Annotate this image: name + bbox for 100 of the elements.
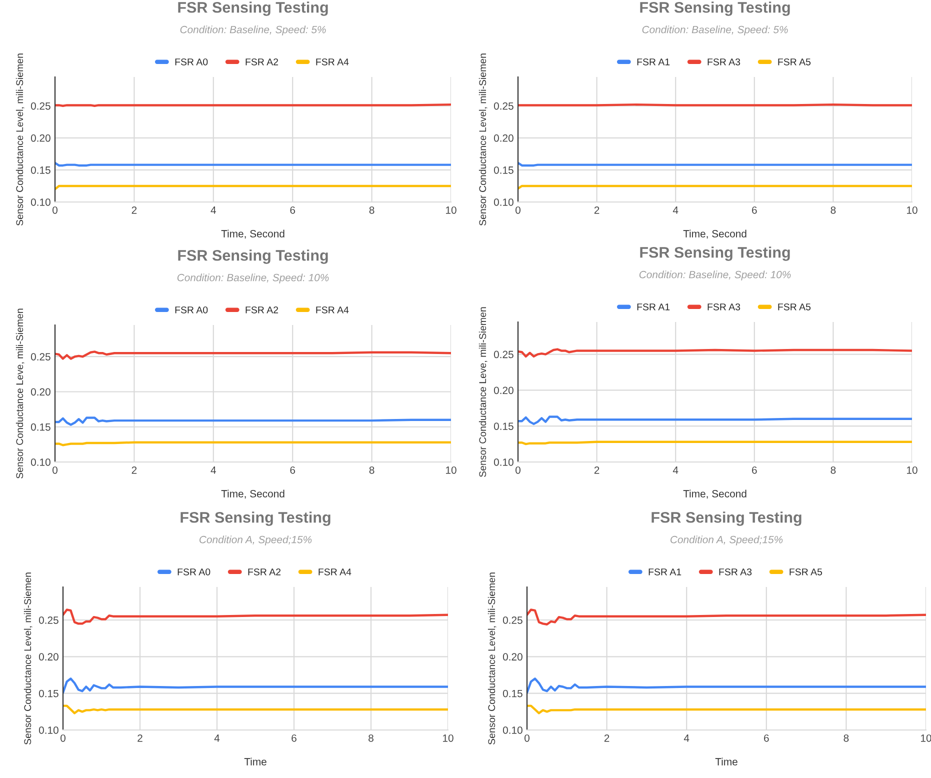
- x-tick-label: 0: [60, 734, 66, 742]
- legend-label: FSR A5: [778, 303, 811, 310]
- legend-label: FSR A0: [178, 568, 210, 576]
- line-series: [63, 608, 448, 625]
- y-axis-title: Sensor Conductance Level, mili-Siemen: [16, 54, 24, 226]
- x-tick-label: 10: [446, 206, 456, 214]
- x-tick-label: 2: [138, 734, 142, 742]
- legend-label: FSR A1: [637, 58, 670, 66]
- y-tick-label: 0.20: [494, 386, 514, 394]
- x-axis-title: Time: [244, 758, 266, 766]
- line-series: [518, 348, 912, 358]
- chart-subtitle: Condition A, Speed;15%: [670, 536, 783, 546]
- y-tick-label: 0.15: [502, 690, 522, 698]
- x-tick-label: 4: [672, 206, 678, 214]
- legend-label: FSR A5: [790, 568, 822, 576]
- x-tick-label: 0: [524, 734, 530, 742]
- x-tick-label: 2: [594, 206, 600, 214]
- chart-subtitle: Condition: Baseline, Speed: 10%: [639, 270, 791, 280]
- x-tick-label: 0: [516, 466, 520, 474]
- x-tick-label: 8: [369, 466, 374, 474]
- x-tick-label: 4: [672, 466, 678, 474]
- x-axis-title: Time, Second: [221, 230, 284, 239]
- line-series: [527, 608, 926, 626]
- y-tick-label: 0.20: [38, 653, 58, 661]
- line-series: [527, 704, 926, 714]
- y-tick-label: 0.10: [494, 198, 514, 206]
- legend-label: FSR A0: [175, 306, 208, 314]
- x-tick-label: 0: [52, 206, 58, 214]
- chart-title: FSR Sensing Testing: [178, 2, 328, 16]
- x-tick-label: 0: [52, 466, 58, 474]
- line-series: [518, 416, 912, 426]
- chart-title: FSR Sensing Testing: [178, 250, 328, 264]
- line-series: [63, 704, 448, 714]
- legend-label: FSR A3: [708, 58, 740, 66]
- y-tick-label: 0.25: [30, 102, 50, 110]
- legend-label: FSR A3: [719, 568, 752, 576]
- x-axis-title: Time: [715, 758, 738, 766]
- line-series: [527, 678, 926, 694]
- x-tick-label: 4: [210, 206, 216, 214]
- x-tick-label: 10: [446, 466, 456, 474]
- x-tick-label: 2: [594, 466, 600, 474]
- y-tick-label: 0.10: [30, 198, 50, 206]
- y-tick-label: 0.20: [30, 134, 50, 142]
- x-tick-label: 2: [132, 206, 137, 214]
- line-series: [55, 350, 451, 360]
- y-tick-label: 0.10: [494, 458, 514, 466]
- x-tick-label: 10: [921, 734, 931, 742]
- y-tick-label: 0.15: [494, 422, 514, 430]
- x-tick-label: 8: [830, 466, 836, 474]
- y-tick-label: 0.15: [30, 166, 50, 174]
- x-tick-label: 6: [764, 734, 769, 742]
- legend-label: FSR A4: [316, 58, 349, 66]
- x-tick-label: 6: [292, 734, 296, 742]
- y-tick-label: 0.15: [494, 166, 514, 174]
- chart-title: FSR Sensing Testing: [652, 512, 802, 526]
- y-tick-label: 0.20: [30, 388, 50, 396]
- chart-subtitle: Condition: Baseline, Speed: 5%: [180, 26, 326, 36]
- x-axis-title: Time, Second: [683, 230, 746, 239]
- x-tick-label: 0: [516, 206, 520, 214]
- legend-label: FSR A1: [648, 568, 682, 576]
- y-axis-title: Sensor Conductance Level, mili-Siemen: [488, 572, 496, 745]
- legend-label: FSR A1: [637, 303, 670, 310]
- x-tick-label: 8: [369, 206, 374, 214]
- x-tick-label: 8: [368, 734, 374, 742]
- x-axis-title: Time, Second: [683, 490, 746, 499]
- y-tick-label: 0.25: [502, 616, 522, 624]
- y-tick-label: 0.10: [38, 726, 58, 734]
- y-tick-label: 0.25: [494, 102, 514, 110]
- x-tick-label: 2: [132, 466, 137, 474]
- x-tick-label: 4: [210, 466, 216, 474]
- line-series: [55, 416, 451, 426]
- chart-subtitle: Condition: Baseline, Speed: 10%: [177, 274, 329, 284]
- x-tick-label: 6: [290, 206, 296, 214]
- chart-subtitle: Condition A, Speed;15%: [200, 536, 312, 546]
- legend-label: FSR A5: [778, 58, 811, 66]
- y-tick-label: 0.25: [494, 350, 514, 358]
- legend-label: FSR A0: [175, 58, 208, 66]
- y-tick-label: 0.25: [30, 353, 50, 360]
- y-axis-title: Sensor Conductance Leve, mili-Siemen: [478, 307, 488, 477]
- chart-title: FSR Sensing Testing: [180, 512, 330, 526]
- legend-label: FSR A3: [708, 303, 740, 310]
- y-tick-label: 0.15: [38, 690, 58, 698]
- x-tick-label: 6: [290, 466, 296, 474]
- x-tick-label: 8: [844, 734, 849, 742]
- x-tick-label: 4: [684, 734, 690, 742]
- legend-label: FSR A2: [246, 58, 278, 66]
- y-tick-label: 0.25: [38, 616, 58, 624]
- y-tick-label: 0.10: [30, 458, 50, 466]
- y-tick-label: 0.15: [30, 423, 50, 431]
- y-axis-title: Sensor Conductance Level, mili-Siemen: [478, 54, 488, 226]
- x-tick-label: 2: [604, 734, 610, 742]
- y-axis-title: Sensor Conductance Level, mili-Siemen: [24, 572, 32, 745]
- chart-title: FSR Sensing Testing: [640, 246, 790, 261]
- legend-label: FSR A2: [248, 568, 281, 576]
- x-tick-label: 4: [214, 734, 220, 742]
- legend-label: FSR A4: [316, 306, 349, 314]
- chart-subtitle: Condition: Baseline, Speed: 5%: [642, 26, 788, 36]
- x-tick-label: 10: [443, 734, 454, 742]
- x-tick-label: 8: [830, 206, 836, 214]
- line-series: [63, 678, 448, 694]
